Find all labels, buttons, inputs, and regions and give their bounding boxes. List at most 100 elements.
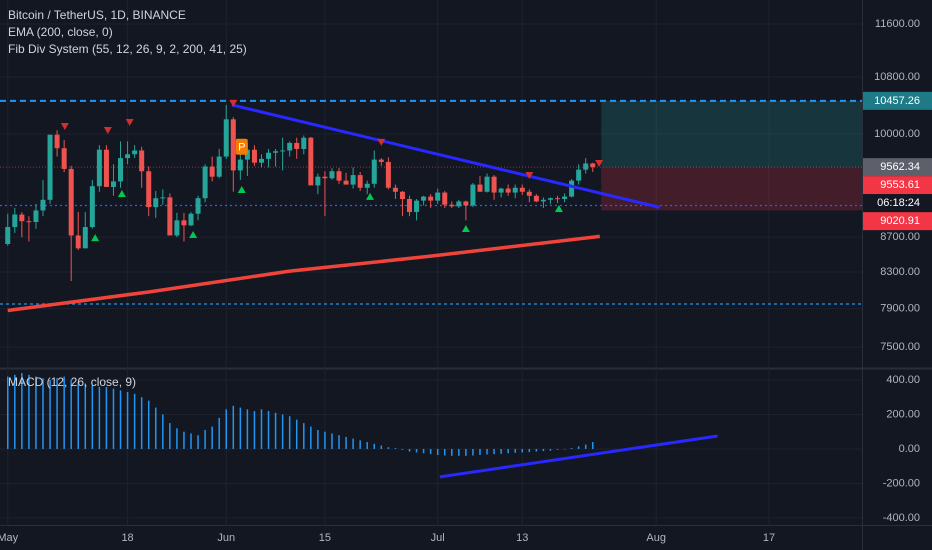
macd-bar xyxy=(500,448,502,454)
candle-body xyxy=(456,201,462,207)
candle-body xyxy=(470,184,476,206)
macd-bar xyxy=(331,433,333,449)
y-tick-label: 10800.00 xyxy=(874,71,920,83)
macd-bar xyxy=(7,376,9,449)
macd-bar xyxy=(570,448,573,449)
macd-bar xyxy=(366,442,368,449)
x-tick-label: Jul xyxy=(431,532,445,544)
chart-title: Bitcoin / TetherUS, 1D, BINANCE xyxy=(8,8,186,22)
macd-bar xyxy=(133,393,136,449)
y-tick-label: 10000.00 xyxy=(874,128,920,140)
macd-bar xyxy=(542,448,545,452)
macd-bar xyxy=(162,414,164,449)
macd-bar xyxy=(528,448,531,453)
candle-body xyxy=(103,149,109,187)
candle-body xyxy=(484,176,490,192)
candle-body xyxy=(308,137,314,186)
macd-bar xyxy=(535,448,538,452)
candle-body xyxy=(315,176,321,186)
macd-bar xyxy=(380,445,383,449)
candle-body xyxy=(512,187,518,193)
candle-body xyxy=(583,163,589,170)
buy-signal xyxy=(366,192,375,200)
candle-body xyxy=(526,191,532,196)
price-tag xyxy=(863,176,932,195)
price-tag-label: 9020.91 xyxy=(880,215,920,227)
macd-bar xyxy=(155,407,157,449)
candle-body xyxy=(216,156,222,177)
macd-bar xyxy=(465,448,467,456)
candle-body xyxy=(82,227,88,249)
x-tick-label: 15 xyxy=(319,532,331,544)
y-tick-label: 8300.00 xyxy=(880,266,920,278)
candle-body xyxy=(174,220,180,236)
candle-body xyxy=(132,150,138,155)
macd-bar xyxy=(359,440,361,449)
candle-body xyxy=(5,227,11,245)
macd-bar xyxy=(373,443,376,449)
macd-bar xyxy=(119,390,122,449)
candle-body xyxy=(371,159,377,184)
candle-body xyxy=(167,197,173,236)
candle-body xyxy=(399,191,405,200)
candle-body xyxy=(273,151,279,153)
candle-body xyxy=(385,161,391,188)
candle-body xyxy=(75,235,81,249)
price-tag xyxy=(863,91,932,110)
candle-body xyxy=(47,134,53,200)
macd-bar xyxy=(317,430,319,449)
candle-body xyxy=(364,183,370,188)
macd-bar xyxy=(35,376,37,449)
macd-bar xyxy=(310,426,312,449)
candle-body xyxy=(329,171,335,179)
price-tag xyxy=(863,212,932,231)
x-tick-label: Aug xyxy=(646,532,666,544)
candle-body xyxy=(110,181,116,187)
price-tag-label: 9562.34 xyxy=(880,161,920,173)
macd-bar xyxy=(42,378,44,449)
macd-bar xyxy=(147,400,150,449)
sell-signal xyxy=(125,118,134,126)
macd-bar xyxy=(260,409,263,449)
price-tag-label: 10457.26 xyxy=(874,95,920,107)
candle-body xyxy=(244,149,250,160)
candle-body xyxy=(26,221,32,223)
candle-body xyxy=(505,188,511,193)
candle-body xyxy=(533,195,539,202)
candle-body xyxy=(322,176,328,179)
candle-body xyxy=(414,200,420,213)
macd-bar xyxy=(401,448,404,450)
macd-bar xyxy=(486,448,488,455)
macd-bar xyxy=(190,433,192,449)
indicator-label: Fib Div System (55, 12, 26, 9, 2, 200, 4… xyxy=(8,42,247,56)
y-tick-label: 200.00 xyxy=(886,408,920,420)
macd-bar xyxy=(387,447,390,449)
candle-body xyxy=(407,199,413,213)
buy-signal xyxy=(461,224,470,232)
macd-bar xyxy=(592,442,594,449)
macd-bar xyxy=(288,416,291,449)
indicator-label: EMA (200, close, 0) xyxy=(8,25,113,39)
countdown-label: 06:18:24 xyxy=(877,197,920,209)
sell-signal xyxy=(377,138,386,146)
candle-body xyxy=(237,159,243,171)
position-profit xyxy=(601,100,862,168)
candle-body xyxy=(54,134,60,149)
candle-body xyxy=(209,166,215,177)
macd-bar xyxy=(169,423,171,449)
macd-bar xyxy=(493,448,495,455)
candle-body xyxy=(61,148,67,169)
macd-bar xyxy=(91,385,94,449)
x-tick-label: Jun xyxy=(217,532,235,544)
candle-body xyxy=(449,204,455,207)
candle-body xyxy=(336,171,342,181)
y-tick-label: 7900.00 xyxy=(880,303,920,315)
candle-body xyxy=(89,186,95,228)
candle-body xyxy=(378,159,384,162)
macd-bar xyxy=(126,392,129,449)
macd-bar xyxy=(549,448,552,451)
x-tick-label: 18 xyxy=(121,532,133,544)
macd-title: MACD (12, 26, close, 9) xyxy=(8,375,136,389)
macd-bar xyxy=(451,448,453,456)
